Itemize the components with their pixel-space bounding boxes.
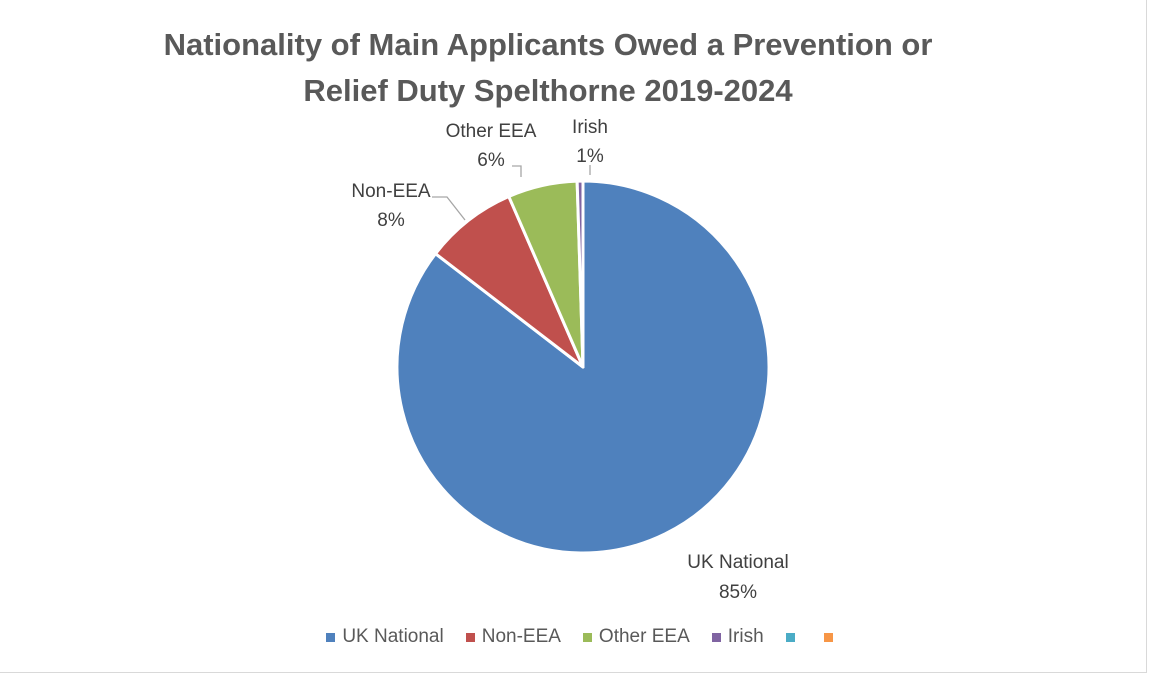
data-label-category: Other EEA (446, 121, 537, 142)
chart-legend: UK National Non-EEA Other EEA Irish (0, 626, 1149, 648)
data-label-percent: 85% (719, 582, 757, 603)
chart-title-line-2: Relief Duty Spelthorne 2019-2024 (303, 73, 793, 108)
data-label-percent: 6% (477, 150, 505, 171)
data-label-percent: 8% (377, 210, 405, 231)
leader-line-non-eea (432, 196, 466, 221)
legend-swatch (582, 632, 592, 642)
chart-title: Nationality of Main Applicants Owed a Pr… (0, 22, 1096, 114)
legend-entry (823, 632, 840, 642)
legend-swatch (326, 632, 336, 642)
pie-slice-irish (575, 179, 585, 369)
data-label-category: UK National (687, 552, 788, 573)
legend-entry: Non-EEA (465, 626, 561, 648)
legend-label: UK National (342, 626, 444, 647)
data-label-category: Irish (572, 117, 608, 138)
legend-entry: Other EEA (582, 626, 690, 648)
legend-entry: Irish (711, 626, 764, 648)
legend-swatch (823, 632, 833, 642)
legend-label: Other EEA (598, 626, 690, 647)
pie-slice-non-eea (434, 194, 585, 369)
chart-title-line-1: Nationality of Main Applicants Owed a Pr… (163, 27, 933, 62)
legend-entry: UK National (326, 626, 444, 648)
legend-swatch (785, 632, 795, 642)
legend-entry (785, 632, 802, 642)
leader-line-other-eea (512, 165, 522, 177)
legend-swatch (465, 632, 475, 642)
data-label-category: Non-EEA (351, 181, 431, 202)
legend-label: Non-EEA (481, 626, 561, 647)
data-label-percent: 1% (576, 146, 604, 167)
legend-swatch (711, 632, 721, 642)
legend-label: Irish (727, 626, 764, 647)
pie-slice-uk-national (395, 179, 771, 555)
